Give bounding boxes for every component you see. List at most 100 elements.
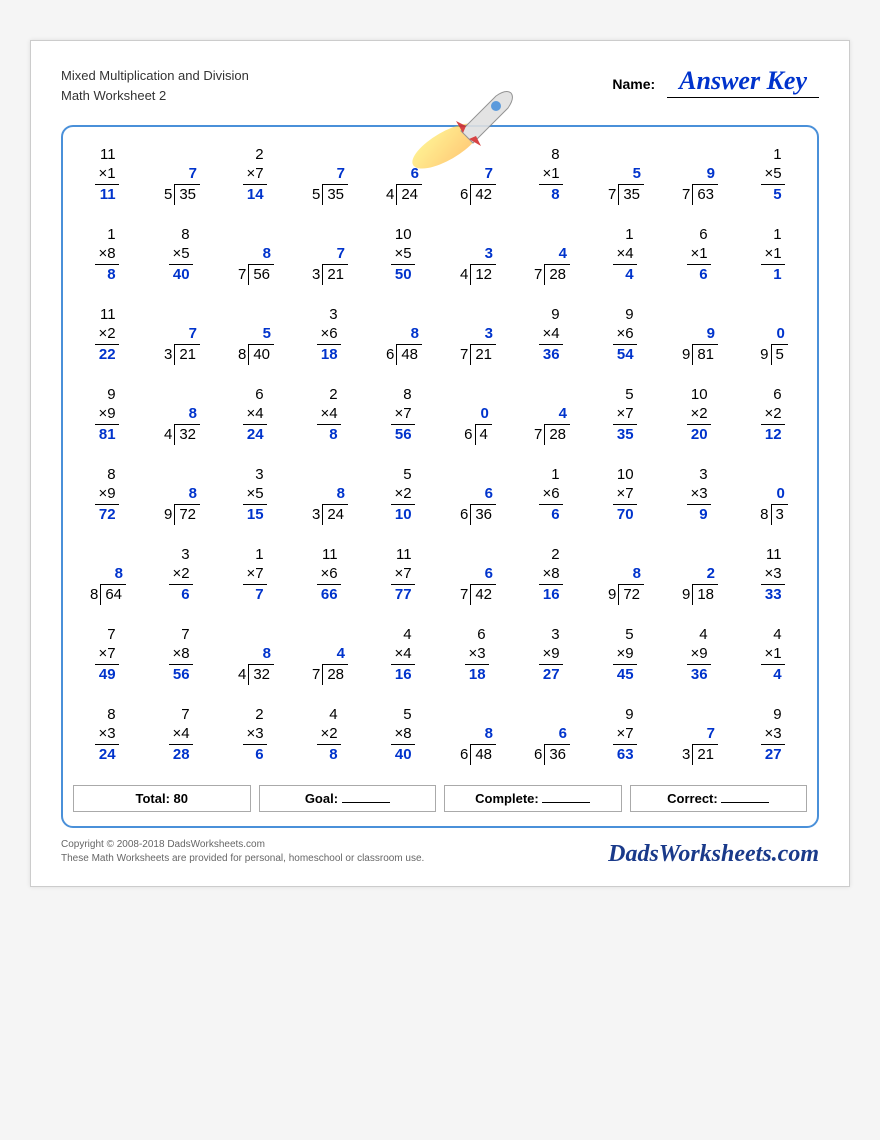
problem-cell: 7642 bbox=[443, 145, 511, 205]
problem-cell: 10×220 bbox=[665, 385, 733, 445]
div-divisor: 7 bbox=[532, 265, 544, 285]
problem-cell: 7×749 bbox=[73, 625, 141, 685]
mult-answer: 4 bbox=[761, 665, 784, 685]
div-quotient: 6 bbox=[398, 165, 422, 186]
mult-top: 5 bbox=[391, 706, 414, 725]
div-divisor: 6 bbox=[458, 745, 470, 765]
div-dividend: 12 bbox=[470, 264, 496, 285]
div-quotient: 8 bbox=[250, 645, 274, 666]
problem-cell: 8756 bbox=[221, 225, 289, 285]
div-divisor: 4 bbox=[384, 185, 396, 205]
div-dividend: 24 bbox=[396, 184, 422, 205]
mult-answer: 24 bbox=[95, 745, 118, 765]
div-divisor: 4 bbox=[162, 425, 174, 445]
mult-problem: 8×324 bbox=[95, 706, 118, 765]
div-divisor: 3 bbox=[310, 265, 322, 285]
problem-cell: 4728 bbox=[517, 385, 585, 445]
mult-problem: 6×16 bbox=[687, 226, 710, 285]
div-problem: 6636 bbox=[532, 725, 570, 766]
mult-top: 9 bbox=[761, 706, 784, 725]
problem-cell: 6×212 bbox=[739, 385, 807, 445]
problem-cell: 9763 bbox=[665, 145, 733, 205]
mult-bottom: ×1 bbox=[95, 165, 118, 186]
mult-answer: 35 bbox=[613, 425, 636, 445]
div-quotient: 0 bbox=[772, 485, 788, 506]
footer-goal: Goal: bbox=[259, 785, 437, 812]
div-quotient: 6 bbox=[546, 725, 570, 746]
div-dividend: 64 bbox=[100, 584, 126, 605]
mult-answer: 40 bbox=[169, 265, 192, 285]
div-quotient: 4 bbox=[324, 645, 348, 666]
mult-bottom: ×8 bbox=[95, 245, 118, 266]
problem-cell: 8×324 bbox=[73, 705, 141, 765]
div-quotient: 5 bbox=[620, 165, 644, 186]
div-dividend: 21 bbox=[174, 344, 200, 365]
problem-cell: 6742 bbox=[443, 545, 511, 605]
problem-cell: 1×88 bbox=[73, 225, 141, 285]
mult-bottom: ×6 bbox=[613, 325, 636, 346]
mult-top: 2 bbox=[243, 146, 266, 165]
mult-problem: 11×222 bbox=[95, 306, 118, 365]
problem-cell: 6×16 bbox=[665, 225, 733, 285]
div-quotient: 5 bbox=[250, 325, 274, 346]
mult-problem: 4×14 bbox=[761, 626, 784, 685]
div-divisor: 7 bbox=[310, 665, 322, 685]
mult-bottom: ×4 bbox=[317, 405, 340, 426]
problem-cell: 8×18 bbox=[517, 145, 585, 205]
div-dividend: 21 bbox=[470, 344, 496, 365]
problem-cell: 7535 bbox=[147, 145, 215, 205]
blank-line bbox=[542, 802, 590, 803]
div-problem: 9981 bbox=[680, 325, 718, 366]
mult-problem: 3×515 bbox=[243, 466, 266, 525]
mult-problem: 2×48 bbox=[317, 386, 340, 445]
problem-cell: 8648 bbox=[443, 705, 511, 765]
div-problem: 2918 bbox=[680, 565, 718, 606]
mult-bottom: ×7 bbox=[243, 165, 266, 186]
mult-problem: 3×618 bbox=[317, 306, 340, 365]
div-dividend: 35 bbox=[618, 184, 644, 205]
mult-bottom: ×9 bbox=[95, 405, 118, 426]
mult-answer: 11 bbox=[95, 185, 118, 205]
footer-correct: Correct: bbox=[630, 785, 808, 812]
problem-cell: 9×654 bbox=[591, 305, 659, 365]
mult-top: 3 bbox=[243, 466, 266, 485]
mult-top: 5 bbox=[613, 626, 636, 645]
mult-answer: 15 bbox=[243, 505, 266, 525]
div-problem: 6424 bbox=[384, 165, 422, 206]
problem-cell: 1×44 bbox=[591, 225, 659, 285]
div-quotient: 7 bbox=[472, 165, 496, 186]
problem-cell: 8×540 bbox=[147, 225, 215, 285]
mult-answer: 45 bbox=[613, 665, 636, 685]
div-quotient: 0 bbox=[772, 325, 788, 346]
div-quotient: 4 bbox=[546, 245, 570, 266]
mult-bottom: ×2 bbox=[761, 405, 784, 426]
mult-problem: 11×666 bbox=[317, 546, 340, 605]
worksheet-sheet: Mixed Multiplication and Division Math W… bbox=[30, 40, 850, 887]
problem-cell: 4×28 bbox=[295, 705, 363, 765]
header-title: Mixed Multiplication and Division Math W… bbox=[61, 66, 249, 105]
problem-cell: 3721 bbox=[443, 305, 511, 365]
mult-top: 4 bbox=[391, 626, 414, 645]
problem-cell: 7321 bbox=[665, 705, 733, 765]
div-dividend: 40 bbox=[248, 344, 274, 365]
mult-top: 2 bbox=[243, 706, 266, 725]
div-quotient: 6 bbox=[472, 485, 496, 506]
mult-top: 1 bbox=[761, 226, 784, 245]
mult-answer: 6 bbox=[539, 505, 562, 525]
div-problem: 7321 bbox=[680, 725, 718, 766]
problem-cell: 1×66 bbox=[517, 465, 585, 525]
div-divisor: 9 bbox=[680, 585, 692, 605]
mult-problem: 9×763 bbox=[613, 706, 636, 765]
mult-problem: 8×540 bbox=[169, 226, 192, 285]
div-problem: 064 bbox=[462, 405, 492, 446]
div-problem: 8972 bbox=[162, 485, 200, 526]
mult-top: 9 bbox=[613, 306, 636, 325]
div-quotient: 7 bbox=[694, 725, 718, 746]
mult-problem: 6×424 bbox=[243, 386, 266, 445]
mult-problem: 2×714 bbox=[243, 146, 266, 205]
div-quotient: 7 bbox=[176, 165, 200, 186]
problem-cell: 3×927 bbox=[517, 625, 585, 685]
div-dividend: 21 bbox=[322, 264, 348, 285]
mult-problem: 7×749 bbox=[95, 626, 118, 685]
mult-top: 7 bbox=[95, 626, 118, 645]
